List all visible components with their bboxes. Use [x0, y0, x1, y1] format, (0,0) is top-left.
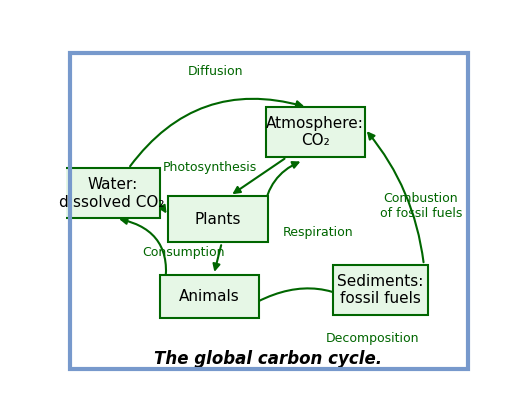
Text: Combustion
of fossil fuels: Combustion of fossil fuels: [380, 192, 462, 220]
Text: Respiration: Respiration: [283, 225, 353, 239]
Text: Consumption: Consumption: [143, 247, 225, 260]
FancyBboxPatch shape: [64, 168, 160, 218]
Text: Plants: Plants: [194, 212, 241, 227]
FancyBboxPatch shape: [168, 196, 268, 242]
Text: Animals: Animals: [179, 289, 240, 304]
Text: Photosynthesis: Photosynthesis: [163, 161, 257, 174]
FancyBboxPatch shape: [160, 275, 259, 318]
Text: Decomposition: Decomposition: [325, 332, 419, 345]
Text: Atmosphere:
CO₂: Atmosphere: CO₂: [266, 116, 364, 148]
FancyBboxPatch shape: [266, 107, 365, 157]
Text: Water:
dissolved CO₂: Water: dissolved CO₂: [59, 177, 165, 209]
FancyBboxPatch shape: [333, 265, 428, 315]
Text: Sediments:
fossil fuels: Sediments: fossil fuels: [337, 274, 423, 306]
Text: Diffusion: Diffusion: [187, 64, 243, 78]
Text: The global carbon cycle.: The global carbon cycle.: [155, 350, 383, 368]
